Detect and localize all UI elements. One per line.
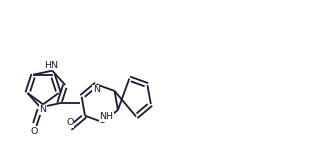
Text: HN: HN [44, 61, 58, 70]
Text: NH: NH [99, 113, 113, 122]
Text: O: O [31, 127, 38, 136]
Text: O: O [66, 118, 74, 127]
Text: N: N [93, 85, 100, 94]
Text: N: N [40, 105, 46, 114]
